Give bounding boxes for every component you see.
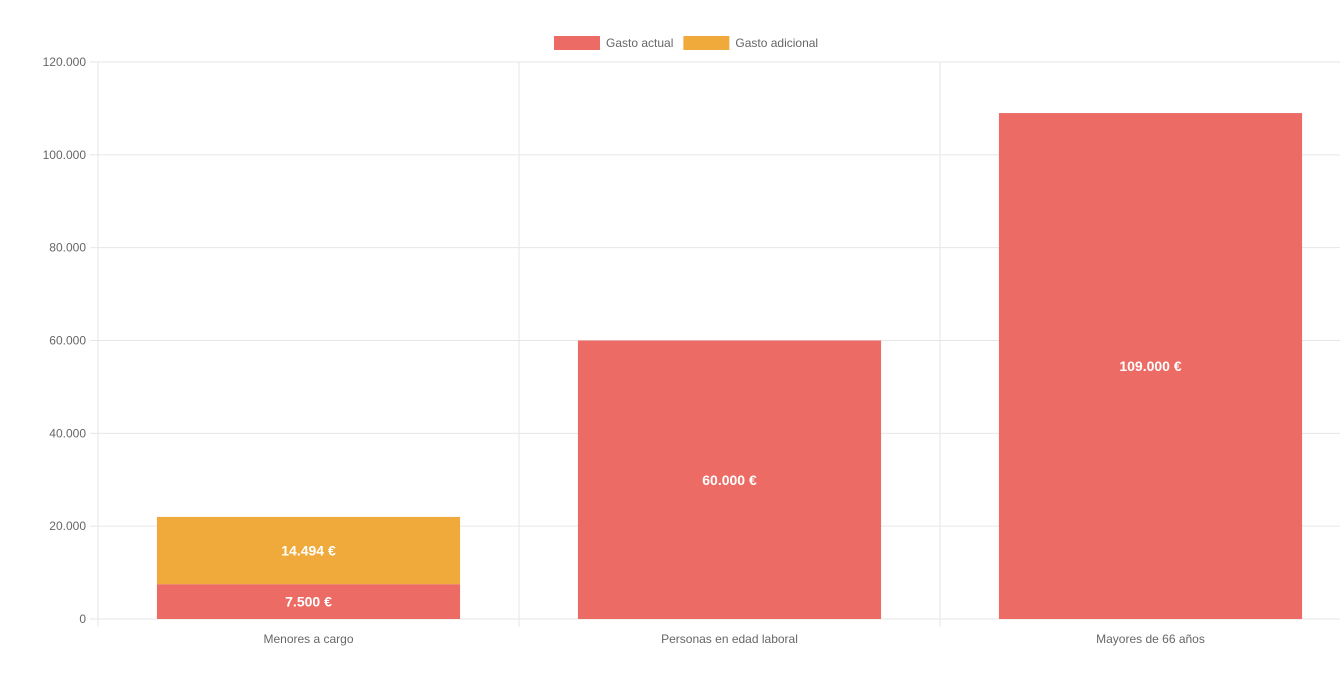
axis-layer: 0 20.000 40.000 60.000 80.000 100.000 120.000 M… [43, 55, 1205, 646]
legend-label[interactable]: Gasto adicional [735, 36, 818, 50]
y-tick-label: 100.000 [43, 148, 87, 162]
y-tick-label: 120.000 [43, 55, 87, 69]
x-tick-label: Personas en edad laboral [661, 632, 798, 646]
y-tick-label: 80.000 [49, 241, 86, 255]
y-tick-label: 40.000 [49, 426, 86, 440]
legend-swatch[interactable] [683, 36, 730, 50]
legend-swatch[interactable] [554, 36, 600, 50]
data-label: 60.000 € [702, 472, 757, 488]
y-tick-label: 60.000 [49, 334, 86, 348]
data-label: 14.494 € [281, 543, 336, 559]
bar-gasto-actual[interactable] [998, 113, 1303, 619]
legend: Gasto actual Gasto adicional [554, 36, 818, 50]
label-layer: 7.500 € 14.494 € 60.000 € 109.000 € [281, 358, 1182, 610]
legend-label[interactable]: Gasto actual [606, 36, 673, 50]
x-tick-label: Menores a cargo [263, 632, 353, 646]
data-label: 109.000 € [1119, 358, 1181, 374]
bar-gasto-adicional[interactable] [156, 516, 461, 585]
bar-gasto-actual[interactable] [156, 584, 461, 619]
x-tick-label: Mayores de 66 años [1096, 632, 1205, 646]
y-tick-label: 20.000 [49, 519, 86, 533]
data-label: 7.500 € [285, 594, 332, 610]
bar-layer [156, 113, 1303, 620]
bar-gasto-actual[interactable] [577, 340, 882, 620]
y-tick-label: 0 [79, 612, 86, 626]
